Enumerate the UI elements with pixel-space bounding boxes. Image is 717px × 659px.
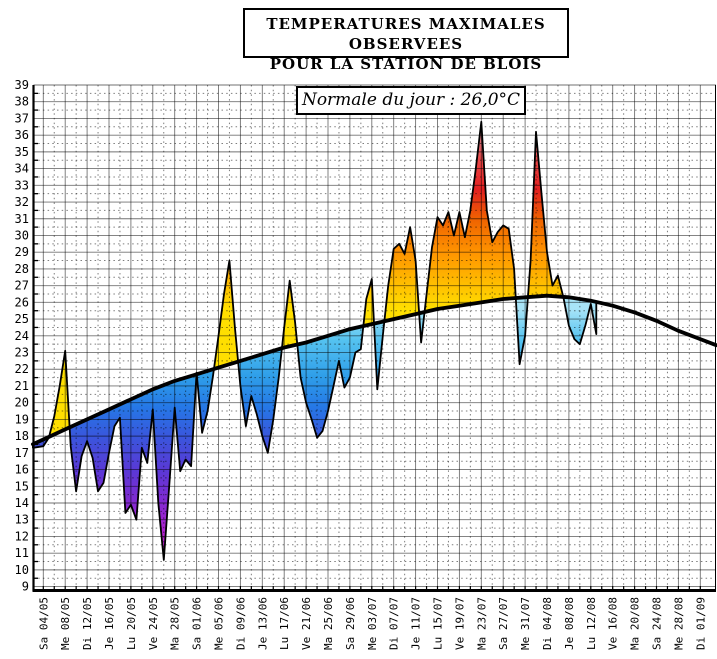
svg-text:Me 31/07: Me 31/07 [519,597,532,650]
svg-text:18: 18 [15,429,29,443]
normal-of-day-label: Normale du jour : 26,0°C [301,90,521,110]
chart-title-box: TEMPERATURES MAXIMALES OBSERVEES POUR LA… [243,8,569,73]
chart-title-line1: TEMPERATURES MAXIMALES OBSERVEES [266,15,546,53]
svg-text:Lu 15/07: Lu 15/07 [432,597,445,650]
svg-text:Ve 16/08: Ve 16/08 [607,597,620,650]
svg-text:19: 19 [15,412,29,426]
svg-text:Me 03/07: Me 03/07 [366,597,379,650]
svg-text:11: 11 [15,546,29,560]
svg-text:10: 10 [15,563,29,577]
svg-text:38: 38 [15,95,29,109]
svg-text:Sa 04/05: Sa 04/05 [37,597,50,650]
svg-text:Ve 24/05: Ve 24/05 [147,597,160,650]
svg-text:9: 9 [22,580,29,594]
svg-text:17: 17 [15,446,29,460]
svg-text:Lu 20/05: Lu 20/05 [125,597,138,650]
svg-text:20: 20 [15,396,29,410]
svg-text:35: 35 [15,145,29,159]
svg-text:Ve 21/06: Ve 21/06 [300,597,313,650]
svg-text:Je 13/06: Je 13/06 [256,597,269,650]
svg-text:Me 28/08: Me 28/08 [672,597,685,650]
svg-text:27: 27 [15,279,29,293]
svg-text:23: 23 [15,346,29,360]
svg-text:Di 09/06: Di 09/06 [234,597,247,650]
svg-text:36: 36 [15,128,29,142]
svg-text:31: 31 [15,212,29,226]
svg-text:12: 12 [15,529,29,543]
svg-text:Ma 28/05: Ma 28/05 [169,597,182,650]
svg-text:Lu 17/06: Lu 17/06 [278,597,291,650]
svg-text:Ma 25/06: Ma 25/06 [322,597,335,650]
normal-curve [31,293,717,447]
svg-text:25: 25 [15,312,29,326]
svg-text:Sa 29/06: Sa 29/06 [344,597,357,650]
svg-text:Sa 27/07: Sa 27/07 [497,597,510,650]
svg-text:16: 16 [15,463,29,477]
svg-text:Je 11/07: Je 11/07 [410,597,423,650]
svg-text:26: 26 [15,295,29,309]
svg-text:32: 32 [15,195,29,209]
svg-text:Lu 12/08: Lu 12/08 [585,597,598,650]
svg-text:28: 28 [15,262,29,276]
svg-text:Ve 19/07: Ve 19/07 [453,597,466,650]
chart-title-line2: POUR LA STATION DE BLOIS [269,55,543,73]
svg-text:Ma 23/07: Ma 23/07 [475,597,488,650]
normal-of-day-annotation-box: Normale du jour : 26,0°C [296,86,526,115]
svg-text:14: 14 [15,496,29,510]
svg-text:34: 34 [15,162,29,176]
svg-text:Di 07/07: Di 07/07 [388,597,401,650]
svg-text:Di 04/08: Di 04/08 [541,597,554,650]
svg-text:Sa 01/06: Sa 01/06 [191,597,204,650]
svg-text:30: 30 [15,229,29,243]
svg-text:Me 05/06: Me 05/06 [213,597,226,650]
svg-text:Me 08/05: Me 08/05 [59,597,72,650]
svg-text:39: 39 [15,78,29,92]
svg-text:15: 15 [15,479,29,493]
svg-text:Di 12/05: Di 12/05 [81,597,94,650]
svg-text:37: 37 [15,111,29,125]
svg-text:Sa 24/08: Sa 24/08 [651,597,664,650]
svg-text:24: 24 [15,329,29,343]
svg-text:Je 08/08: Je 08/08 [563,597,576,650]
svg-text:Je 16/05: Je 16/05 [103,597,116,650]
svg-text:33: 33 [15,178,29,192]
svg-text:29: 29 [15,245,29,259]
svg-text:13: 13 [15,513,29,527]
svg-text:Ma 20/08: Ma 20/08 [629,597,642,650]
svg-text:22: 22 [15,362,29,376]
svg-text:Di 01/09: Di 01/09 [694,597,707,650]
svg-text:21: 21 [15,379,29,393]
